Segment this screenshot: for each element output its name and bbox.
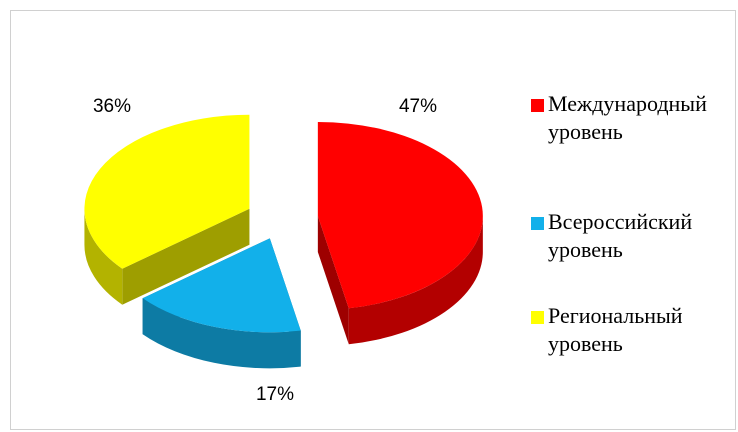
- data-label: 47%: [399, 96, 437, 117]
- slice-wall: [84, 208, 123, 305]
- slice-wall: [142, 298, 301, 369]
- slice-top: [84, 114, 250, 269]
- legend-label: Региональный уровень: [548, 303, 683, 356]
- legend-swatch: [531, 217, 544, 230]
- data-label: 36%: [93, 96, 131, 117]
- legend-swatch: [531, 311, 544, 324]
- slice: [142, 238, 301, 369]
- slice-top: [142, 238, 301, 333]
- slice-side: [317, 215, 349, 345]
- legend-label: Международный уровень: [548, 91, 707, 144]
- legend-swatch: [531, 99, 544, 112]
- slice-wall: [348, 215, 483, 345]
- slice: [84, 114, 250, 305]
- slice-top: [317, 121, 483, 309]
- legend-label: Всероссийский уровень: [548, 209, 693, 262]
- slice: [317, 121, 483, 345]
- data-label: 17%: [256, 384, 294, 405]
- slice-side: [122, 208, 250, 305]
